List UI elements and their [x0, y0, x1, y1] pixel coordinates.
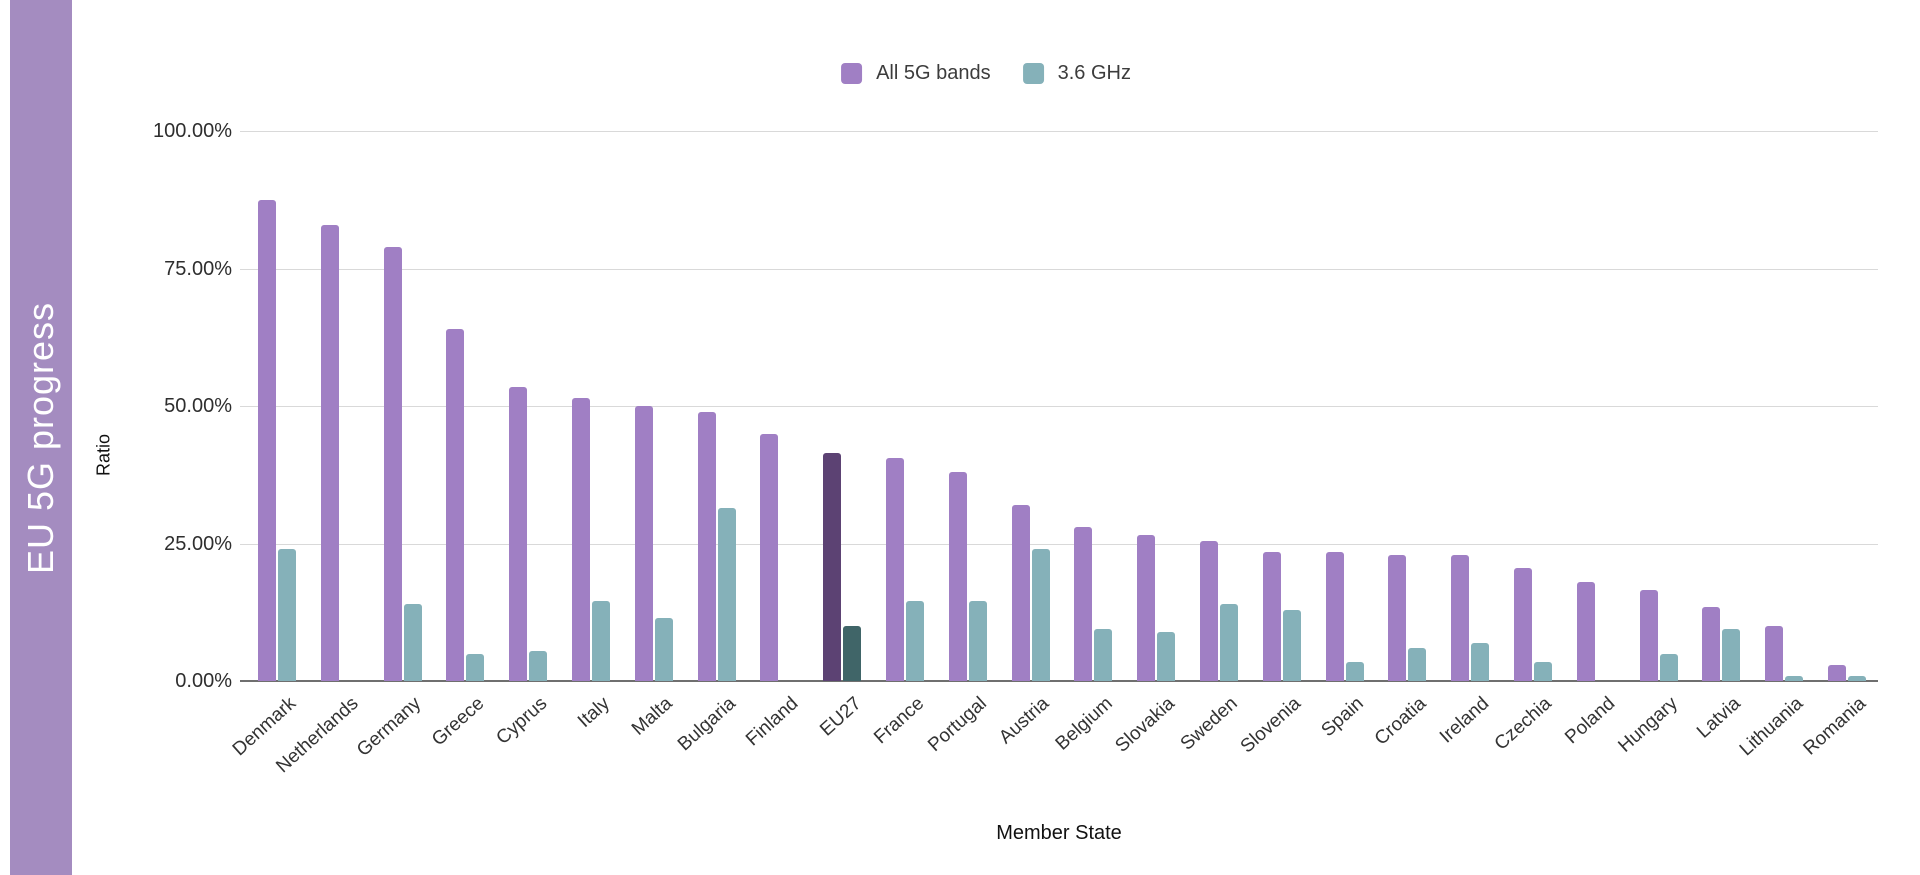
- legend-item-3-6-ghz[interactable]: 3.6 GHz: [1022, 62, 1131, 85]
- y-axis-tick-label: 100.00%: [153, 120, 232, 142]
- bar-3-6-ghz-cyprus[interactable]: [529, 650, 548, 681]
- bar-all-5g-bands-sweden[interactable]: [1200, 540, 1218, 681]
- x-axis-label-ireland: Ireland: [1436, 693, 1494, 748]
- gridline: [240, 543, 1878, 545]
- legend-swatch-all-5g-bands-icon: [841, 63, 863, 84]
- x-axis-label-germany: Germany: [353, 693, 426, 761]
- x-axis-label-austria: Austria: [995, 693, 1054, 749]
- bar-all-5g-bands-greece[interactable]: [446, 329, 465, 681]
- bar-all-5g-bands-hungary[interactable]: [1639, 590, 1658, 681]
- bar-all-5g-bands-latvia[interactable]: [1702, 606, 1721, 681]
- legend-label-3-6-ghz: 3.6 GHz: [1057, 62, 1131, 84]
- x-axis-label-hungary: Hungary: [1614, 693, 1682, 757]
- bar-3-6-ghz-hungary[interactable]: [1659, 653, 1678, 681]
- bar-3-6-ghz-bulgaria[interactable]: [717, 507, 736, 681]
- bar-3-6-ghz-germany[interactable]: [403, 604, 422, 681]
- x-axis-label-czechia: Czechia: [1490, 693, 1557, 755]
- bar-all-5g-bands-spain[interactable]: [1325, 551, 1344, 681]
- bar-3-6-ghz-eu27[interactable]: [843, 626, 862, 681]
- gridline: [240, 268, 1878, 270]
- y-axis-tick-label: 25.00%: [164, 532, 232, 555]
- bar-all-5g-bands-france[interactable]: [886, 458, 904, 681]
- report-sidebar: EU 5G progress: [10, 0, 72, 875]
- gridline: [240, 131, 1878, 132]
- x-axis-label-eu27: EU27: [815, 693, 866, 741]
- bar-3-6-ghz-czechia[interactable]: [1534, 661, 1552, 681]
- x-axis-line: [240, 680, 1878, 682]
- bar-3-6-ghz-croatia[interactable]: [1408, 648, 1427, 681]
- bar-3-6-ghz-denmark[interactable]: [278, 549, 296, 681]
- y-axis-tick-label: 0.00%: [175, 670, 232, 692]
- bar-3-6-ghz-slovakia[interactable]: [1157, 631, 1176, 681]
- bar-3-6-ghz-slovenia[interactable]: [1282, 609, 1301, 681]
- bar-all-5g-bands-finland[interactable]: [760, 433, 779, 681]
- bar-3-6-ghz-malta[interactable]: [654, 617, 673, 681]
- bar-all-5g-bands-netherlands[interactable]: [320, 224, 339, 681]
- bar-3-6-ghz-austria[interactable]: [1031, 549, 1050, 681]
- x-axis-label-bulgaria: Bulgaria: [673, 693, 740, 756]
- x-axis-label-finland: Finland: [742, 693, 803, 751]
- bar-3-6-ghz-belgium[interactable]: [1094, 628, 1113, 681]
- bar-all-5g-bands-cyprus[interactable]: [509, 386, 528, 681]
- chart-legend: All 5G bands 3.6 GHz: [841, 62, 1131, 85]
- bar-all-5g-bands-bulgaria[interactable]: [697, 411, 716, 681]
- x-axis-label-italy: Italy: [574, 693, 615, 732]
- bar-all-5g-bands-malta[interactable]: [634, 406, 653, 681]
- y-axis-tick-label: 75.00%: [164, 257, 232, 280]
- x-axis-label-poland: Poland: [1560, 693, 1619, 749]
- legend-label-all-5g-bands: All 5G bands: [876, 62, 991, 84]
- x-axis-label-sweden: Sweden: [1176, 693, 1243, 755]
- x-axis-label-romania: Romania: [1799, 693, 1871, 760]
- bar-3-6-ghz-lithuania[interactable]: [1785, 675, 1804, 681]
- x-axis-label-greece: Greece: [428, 693, 489, 751]
- bar-all-5g-bands-belgium[interactable]: [1074, 527, 1093, 681]
- bar-all-5g-bands-czechia[interactable]: [1514, 568, 1532, 681]
- x-axis-label-latvia: Latvia: [1692, 693, 1745, 743]
- y-axis-tick-label: 50.00%: [164, 395, 232, 417]
- gridline: [240, 406, 1878, 407]
- x-axis-label-slovakia: Slovakia: [1111, 693, 1180, 757]
- bar-all-5g-bands-germany[interactable]: [383, 246, 402, 681]
- x-axis-title: Member State: [996, 822, 1122, 844]
- bar-3-6-ghz-italy[interactable]: [592, 601, 610, 681]
- x-axis-label-france: France: [870, 693, 929, 749]
- x-axis-label-cyprus: Cyprus: [492, 693, 552, 749]
- bar-all-5g-bands-slovakia[interactable]: [1137, 535, 1156, 681]
- bar-all-5g-bands-romania[interactable]: [1828, 664, 1846, 681]
- x-axis-label-portugal: Portugal: [924, 693, 991, 756]
- bar-all-5g-bands-italy[interactable]: [572, 397, 590, 681]
- x-axis-label-belgium: Belgium: [1051, 693, 1117, 755]
- bar-3-6-ghz-ireland[interactable]: [1471, 642, 1490, 681]
- x-axis-label-croatia: Croatia: [1370, 693, 1431, 750]
- bar-all-5g-bands-slovenia[interactable]: [1262, 551, 1281, 681]
- y-axis-title: Ratio: [93, 433, 114, 477]
- bar-all-5g-bands-croatia[interactable]: [1388, 554, 1407, 681]
- bar-all-5g-bands-portugal[interactable]: [948, 472, 967, 681]
- bar-3-6-ghz-france[interactable]: [906, 601, 924, 681]
- x-axis-label-lithuania: Lithuania: [1735, 693, 1808, 761]
- bar-3-6-ghz-spain[interactable]: [1345, 661, 1364, 681]
- legend-item-all-5g-bands[interactable]: All 5G bands: [841, 62, 991, 85]
- x-axis-label-malta: Malta: [628, 693, 677, 740]
- bar-all-5g-bands-eu27[interactable]: [823, 452, 842, 681]
- bar-all-5g-bands-poland[interactable]: [1576, 582, 1595, 681]
- bar-all-5g-bands-ireland[interactable]: [1451, 554, 1470, 681]
- bar-3-6-ghz-sweden[interactable]: [1220, 604, 1238, 681]
- bar-3-6-ghz-romania[interactable]: [1848, 675, 1866, 681]
- bar-3-6-ghz-latvia[interactable]: [1722, 628, 1741, 681]
- bar-all-5g-bands-lithuania[interactable]: [1765, 626, 1784, 681]
- legend-swatch-3-6-ghz-icon: [1022, 63, 1044, 84]
- bar-all-5g-bands-denmark[interactable]: [258, 199, 276, 681]
- bar-all-5g-bands-austria[interactable]: [1011, 505, 1030, 681]
- x-axis-label-spain: Spain: [1317, 693, 1368, 742]
- x-axis-label-slovenia: Slovenia: [1236, 693, 1305, 758]
- bar-3-6-ghz-portugal[interactable]: [968, 601, 987, 681]
- bar-3-6-ghz-greece[interactable]: [466, 653, 485, 681]
